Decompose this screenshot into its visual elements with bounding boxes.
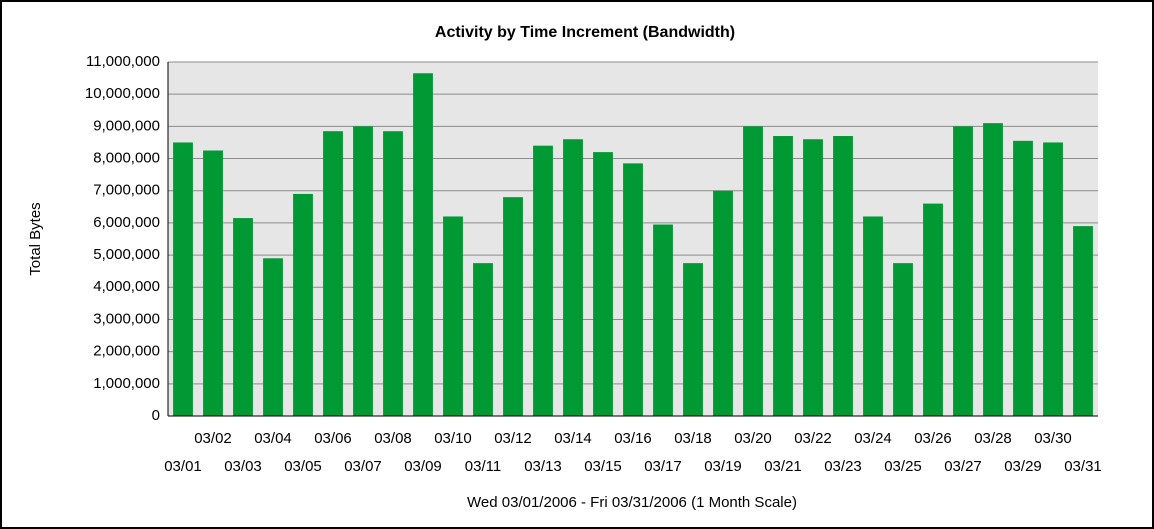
x-tick-label: 03/26 xyxy=(914,430,952,447)
x-tick-label: 03/20 xyxy=(734,430,772,447)
x-tick-label: 03/09 xyxy=(404,458,442,475)
chart-title: Activity by Time Increment (Bandwidth) xyxy=(435,24,735,41)
bar xyxy=(1013,140,1033,416)
bar xyxy=(503,197,523,416)
x-tick-label: 03/15 xyxy=(584,458,622,475)
bar xyxy=(263,258,283,416)
x-tick-label: 03/13 xyxy=(524,458,562,475)
x-tick-label: 03/23 xyxy=(824,458,862,475)
x-tick-label: 03/19 xyxy=(704,458,742,475)
y-tick-label: 5,000,000 xyxy=(93,246,160,263)
bar xyxy=(443,216,463,416)
x-tick-label: 03/24 xyxy=(854,430,892,447)
bar xyxy=(893,263,913,416)
x-tick-label: 03/07 xyxy=(344,458,382,475)
x-tick-label: 03/05 xyxy=(284,458,322,475)
bar xyxy=(353,126,373,416)
bar xyxy=(563,139,583,416)
y-tick-label: 9,000,000 xyxy=(93,117,160,134)
y-tick-label: 8,000,000 xyxy=(93,150,160,167)
x-tick-label: 03/10 xyxy=(434,430,472,447)
bar xyxy=(473,263,493,416)
x-tick-label: 03/12 xyxy=(494,430,532,447)
y-tick-label: 10,000,000 xyxy=(85,85,160,102)
x-tick-label: 03/28 xyxy=(974,430,1012,447)
bar xyxy=(773,136,793,416)
bar xyxy=(833,136,853,416)
bar xyxy=(923,203,943,416)
x-tick-label: 03/06 xyxy=(314,430,352,447)
bar xyxy=(803,139,823,416)
x-tick-label: 03/17 xyxy=(644,458,682,475)
x-tick-label: 03/18 xyxy=(674,430,712,447)
bar xyxy=(323,131,343,416)
bar xyxy=(173,142,193,417)
bar xyxy=(623,163,643,416)
y-tick-label: 6,000,000 xyxy=(93,214,160,231)
x-tick-label: 03/08 xyxy=(374,430,412,447)
bar xyxy=(533,145,553,416)
x-tick-label: 03/21 xyxy=(764,458,802,475)
x-tick-label: 03/01 xyxy=(164,458,202,475)
bar xyxy=(413,73,433,416)
bar xyxy=(983,123,1003,417)
bar xyxy=(863,216,883,416)
x-tick-label: 03/03 xyxy=(224,458,262,475)
x-tick-label: 03/25 xyxy=(884,458,922,475)
x-tick-label: 03/30 xyxy=(1034,430,1072,447)
bar xyxy=(203,150,223,416)
bar xyxy=(593,152,613,417)
bar xyxy=(953,126,973,416)
x-tick-label: 03/14 xyxy=(554,430,592,447)
y-tick-label: 4,000,000 xyxy=(93,278,160,295)
x-tick-label: 03/22 xyxy=(794,430,832,447)
bar xyxy=(383,131,403,416)
y-tick-label: 7,000,000 xyxy=(93,182,160,199)
x-tick-label: 03/29 xyxy=(1004,458,1042,475)
x-tick-label: 03/16 xyxy=(614,430,652,447)
y-tick-label: 0 xyxy=(152,407,160,424)
bar xyxy=(743,126,763,416)
y-tick-label: 3,000,000 xyxy=(93,310,160,327)
bar xyxy=(233,218,253,416)
bar xyxy=(1073,226,1093,416)
x-tick-label: 03/04 xyxy=(254,430,292,447)
x-tick-label: 03/27 xyxy=(944,458,982,475)
bar xyxy=(1043,142,1063,417)
bar xyxy=(713,190,733,416)
x-axis-title: Wed 03/01/2006 - Fri 03/31/2006 (1 Month… xyxy=(467,494,797,511)
y-tick-label: 1,000,000 xyxy=(93,375,160,392)
x-tick-label: 03/31 xyxy=(1064,458,1102,475)
x-tick-label: 03/02 xyxy=(194,430,232,447)
y-axis-title: Total Bytes xyxy=(27,202,44,275)
bar xyxy=(683,263,703,416)
bar xyxy=(653,224,673,416)
bar xyxy=(293,193,313,416)
y-tick-label: 2,000,000 xyxy=(93,343,160,360)
x-tick-label: 03/11 xyxy=(465,458,501,475)
y-tick-label: 11,000,000 xyxy=(86,53,160,70)
